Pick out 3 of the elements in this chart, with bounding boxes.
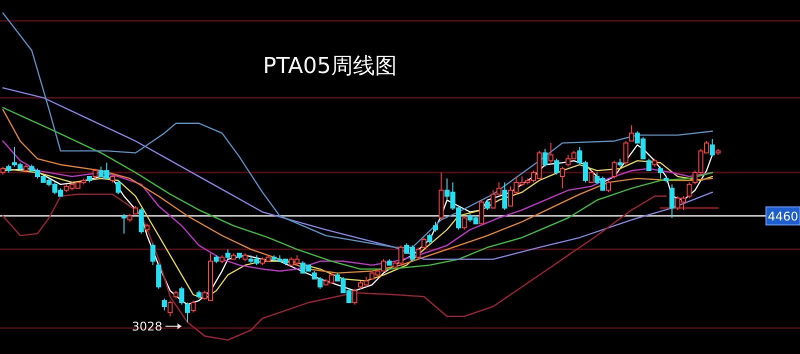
- chart-title: PTA05周线图: [262, 54, 398, 79]
- annotation: 3028: [132, 319, 162, 334]
- price-label: 4460: [766, 206, 800, 226]
